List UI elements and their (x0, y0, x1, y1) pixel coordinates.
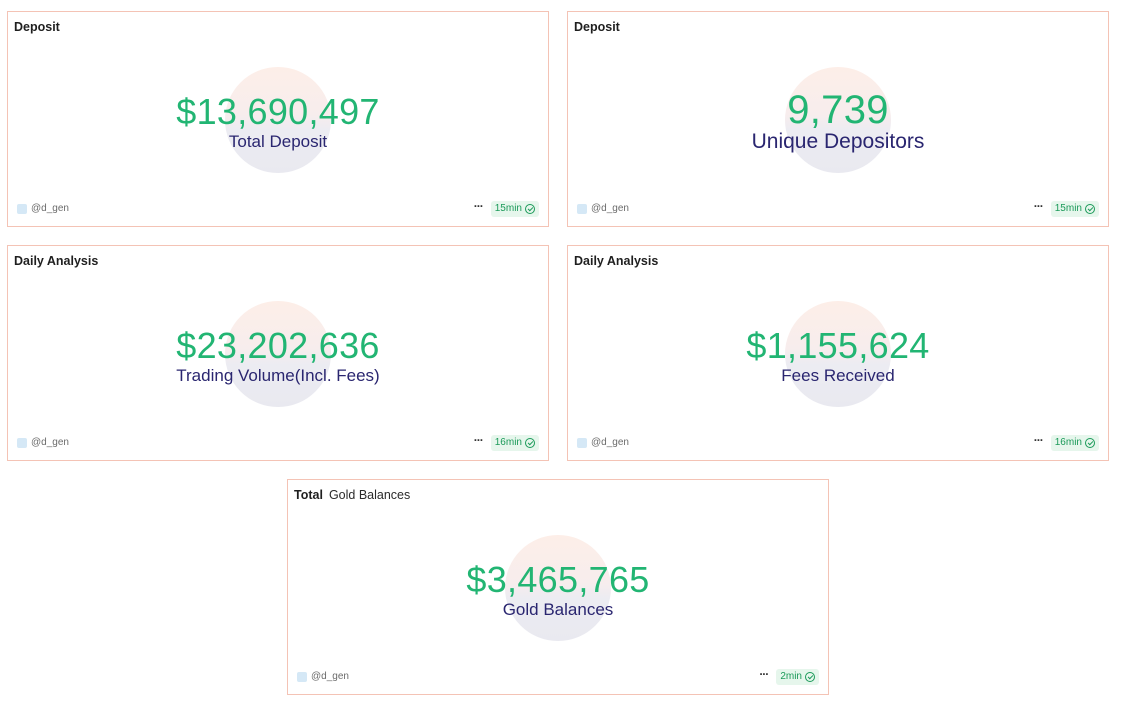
card-title: Daily Analysis (14, 254, 99, 268)
counter-value: $3,465,765 (466, 559, 650, 600)
counter-metric: $3,465,765 Gold Balances (288, 562, 828, 620)
counter-label: Unique Depositors (751, 130, 925, 153)
counter-background-circle (505, 535, 611, 641)
counter-background-circle (225, 301, 331, 407)
more-horizontal-icon[interactable]: ··· (1033, 199, 1044, 213)
author-avatar-icon (17, 204, 27, 214)
card-header: Deposit (14, 20, 60, 34)
refresh-time: 15min (1054, 203, 1082, 214)
card-footer: @d_gen ··· 2min (297, 667, 819, 685)
counter-label: Fees Received (781, 366, 895, 385)
footer-actions: ··· 15min (473, 199, 539, 217)
more-horizontal-icon[interactable]: ··· (473, 433, 484, 447)
footer-actions: ··· 2min (759, 667, 819, 685)
counter-card-fees-received: Daily Analysis $1,155,624 Fees Received … (567, 245, 1109, 461)
card-title: Deposit (574, 20, 620, 34)
refresh-badge[interactable]: 16min (1050, 435, 1099, 451)
author-avatar-icon (577, 438, 587, 448)
author-avatar-icon (577, 204, 587, 214)
counter-card-unique-depositors: Deposit 9,739 Unique Depositors @d_gen ·… (567, 11, 1109, 227)
more-horizontal-icon[interactable]: ··· (1033, 433, 1044, 447)
author-name[interactable]: @d_gen (591, 437, 629, 448)
author-avatar-icon (297, 672, 307, 682)
check-circle-icon (1085, 438, 1095, 448)
card-footer: @d_gen ··· 15min (17, 199, 539, 217)
author-name[interactable]: @d_gen (311, 671, 349, 682)
refresh-badge[interactable]: 16min (490, 435, 539, 451)
check-circle-icon (1085, 204, 1095, 214)
author-avatar-icon (17, 438, 27, 448)
counter-background-circle (785, 67, 891, 173)
card-header: Daily Analysis (14, 254, 98, 268)
counter-card-trading-volume: Daily Analysis $23,202,636 Trading Volum… (7, 245, 549, 461)
counter-label: Trading Volume(Incl. Fees) (176, 366, 380, 385)
author-name[interactable]: @d_gen (31, 437, 69, 448)
refresh-time: 16min (1054, 437, 1082, 448)
card-footer: @d_gen ··· 16min (577, 433, 1099, 451)
counter-metric: $23,202,636 Trading Volume(Incl. Fees) (8, 328, 548, 386)
refresh-badge[interactable]: 2min (776, 669, 819, 685)
footer-actions: ··· 15min (1033, 199, 1099, 217)
check-circle-icon (805, 672, 815, 682)
refresh-time: 16min (494, 437, 522, 448)
counter-label: Total Deposit (228, 132, 328, 151)
refresh-time: 15min (494, 203, 522, 214)
counter-metric: 9,739 Unique Depositors (568, 90, 1108, 154)
author-link[interactable]: @d_gen (17, 435, 69, 451)
card-header: Total Gold Balances (294, 488, 410, 502)
author-name[interactable]: @d_gen (31, 203, 69, 214)
refresh-badge[interactable]: 15min (1050, 201, 1099, 217)
more-horizontal-icon[interactable]: ··· (759, 667, 769, 681)
counter-value: $1,155,624 (746, 325, 930, 366)
footer-actions: ··· 16min (473, 433, 539, 451)
card-subtitle: Gold Balances (328, 488, 411, 502)
refresh-badge[interactable]: 15min (490, 201, 539, 217)
card-header: Daily Analysis (574, 254, 658, 268)
counter-background-circle (785, 301, 891, 407)
author-link[interactable]: @d_gen (577, 435, 629, 451)
card-title: Total (294, 488, 323, 502)
check-circle-icon (525, 204, 535, 214)
counter-label: Gold Balances (502, 600, 614, 619)
counter-background-circle (225, 67, 331, 173)
author-link[interactable]: @d_gen (297, 669, 349, 685)
check-circle-icon (525, 438, 535, 448)
counter-value: 9,739 (787, 88, 889, 132)
counter-card-gold-balances: Total Gold Balances $3,465,765 Gold Balan… (287, 479, 829, 695)
author-link[interactable]: @d_gen (17, 201, 69, 217)
counter-card-total-deposit: Deposit $13,690,497 Total Deposit @d_gen… (7, 11, 549, 227)
author-name[interactable]: @d_gen (591, 203, 629, 214)
more-horizontal-icon[interactable]: ··· (473, 199, 484, 213)
counter-metric: $1,155,624 Fees Received (568, 328, 1108, 386)
card-footer: @d_gen ··· 15min (577, 199, 1099, 217)
author-link[interactable]: @d_gen (577, 201, 629, 217)
counter-value: $13,690,497 (176, 91, 380, 132)
card-title: Daily Analysis (574, 254, 659, 268)
refresh-time: 2min (780, 671, 802, 682)
card-title: Deposit (14, 20, 60, 34)
counter-value: $23,202,636 (176, 325, 380, 366)
card-footer: @d_gen ··· 16min (17, 433, 539, 451)
card-header: Deposit (574, 20, 620, 34)
footer-actions: ··· 16min (1033, 433, 1099, 451)
counter-metric: $13,690,497 Total Deposit (8, 94, 548, 152)
